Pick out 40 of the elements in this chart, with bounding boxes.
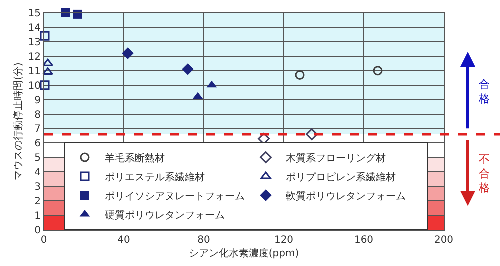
y-tick-label: 13 [28, 37, 41, 48]
text: 不合格 [478, 153, 490, 195]
y-tick-label: 12 [28, 52, 41, 63]
y-tick-label: 6 [34, 138, 41, 150]
y-tick-label: 5 [34, 153, 41, 164]
y-tick-label: 1 [34, 211, 41, 222]
point [40, 31, 50, 41]
legend-label: 木質系フローリング材 [286, 152, 386, 164]
point [42, 58, 54, 66]
legend-label: 羊毛系断熱材 [105, 152, 165, 164]
y-axis-title: マウスの行動停止時間(分) [12, 62, 24, 180]
y-tick-label: 14 [28, 22, 41, 34]
x-tick-label: 160 [354, 235, 374, 246]
point [373, 66, 383, 76]
x-tick-label: 80 [198, 235, 210, 246]
x-axis-title: シアン化水素濃度(ppm) [188, 248, 300, 260]
legend-label: ポリイソシアヌレートフォーム [105, 191, 245, 202]
legend-label: 硬質ポリウレタンフォーム [105, 209, 225, 222]
text: 合格 [478, 78, 490, 106]
point [122, 48, 134, 60]
y-tick-label: 15 [28, 8, 41, 20]
y-tick-label: 2 [34, 196, 41, 208]
y-tick-label: 9 [34, 95, 41, 106]
point [182, 64, 194, 76]
x-tick-label: 120 [274, 235, 294, 246]
y-tick-label: 7 [34, 124, 41, 136]
y-tick-label: 0 [34, 226, 41, 236]
y-tick-label: 11 [28, 66, 41, 78]
y-tick-label: 3 [34, 182, 41, 194]
x-tick-label: 200 [434, 235, 454, 246]
y-tick-label: 4 [34, 168, 41, 179]
point [306, 128, 318, 140]
x-tick-label: 40 [118, 235, 130, 246]
legend-label: ポリエステル系繊維材 [105, 171, 205, 184]
y-tick-label: 8 [34, 110, 41, 121]
point [42, 68, 54, 76]
point [40, 80, 50, 90]
point [295, 70, 305, 80]
legend-label: 軟質ポリウレタンフォーム [286, 190, 406, 202]
legend-label: ポリプロピレン系繊維材 [286, 171, 396, 184]
